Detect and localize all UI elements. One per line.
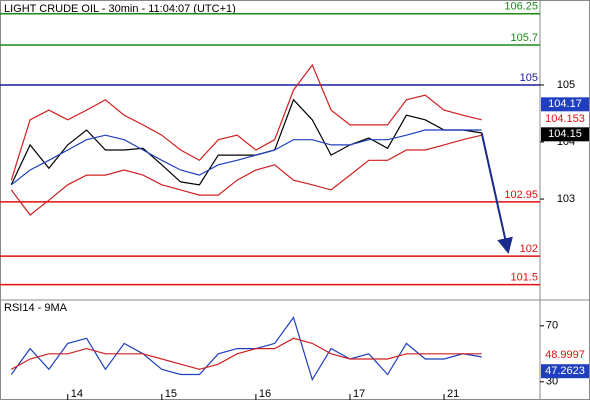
rsi-line: [11, 337, 482, 370]
level-label: 105.7: [510, 32, 538, 44]
rsi-value-label: 47.2623: [545, 365, 585, 377]
series-line: [10, 98, 482, 186]
price-label: 104.153: [545, 113, 585, 125]
level-label: 101.5: [510, 272, 538, 284]
x-tick-label: 21: [447, 388, 459, 400]
rsi-tick-label: 30: [546, 376, 558, 388]
rsi-title: RSI14 - 9MA: [4, 302, 68, 314]
chart-title: LIGHT CRUDE OIL - 30min - 11:04:07 (UTC+…: [4, 3, 236, 15]
y-tick-label: 105: [557, 79, 575, 91]
x-tick-label: 16: [259, 388, 271, 400]
projection-arrow: [480, 132, 513, 254]
level-label: 106.25: [504, 1, 538, 13]
level-label: 105: [520, 72, 538, 84]
price-label-box: [541, 97, 589, 112]
price-label: 104.17: [548, 98, 582, 110]
level-label: 102.95: [504, 189, 538, 201]
series-line: [10, 129, 482, 186]
x-tick-label: 17: [353, 388, 365, 400]
series-line: [10, 63, 482, 181]
price-label-box: [541, 127, 589, 142]
rsi-value-label: 48.9997: [545, 349, 585, 361]
rsi-tick-label: 70: [546, 320, 558, 332]
level-label: 102: [520, 243, 538, 255]
x-tick-label: 15: [165, 388, 177, 400]
series-line: [10, 134, 482, 216]
rsi-line: [10, 316, 482, 382]
price-label: 104.15: [548, 128, 582, 140]
x-tick-label: 14: [71, 388, 83, 400]
rsi-value-label-box: [541, 364, 589, 379]
y-tick-label: 103: [557, 193, 575, 205]
